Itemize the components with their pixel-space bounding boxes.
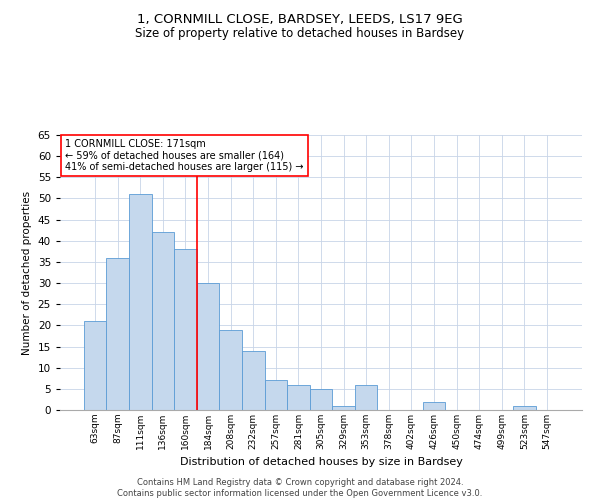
- Text: Size of property relative to detached houses in Bardsey: Size of property relative to detached ho…: [136, 28, 464, 40]
- Bar: [332, 406, 355, 410]
- Bar: [174, 249, 197, 410]
- Bar: [287, 384, 310, 410]
- Bar: [197, 283, 220, 410]
- Bar: [152, 232, 174, 410]
- Bar: [265, 380, 287, 410]
- Y-axis label: Number of detached properties: Number of detached properties: [22, 190, 32, 354]
- Bar: [310, 389, 332, 410]
- Bar: [220, 330, 242, 410]
- Bar: [84, 321, 106, 410]
- X-axis label: Distribution of detached houses by size in Bardsey: Distribution of detached houses by size …: [179, 458, 463, 468]
- Bar: [422, 402, 445, 410]
- Bar: [242, 351, 265, 410]
- Bar: [355, 384, 377, 410]
- Bar: [129, 194, 152, 410]
- Bar: [106, 258, 129, 410]
- Text: 1, CORNMILL CLOSE, BARDSEY, LEEDS, LS17 9EG: 1, CORNMILL CLOSE, BARDSEY, LEEDS, LS17 …: [137, 12, 463, 26]
- Bar: [513, 406, 536, 410]
- Text: Contains HM Land Registry data © Crown copyright and database right 2024.
Contai: Contains HM Land Registry data © Crown c…: [118, 478, 482, 498]
- Text: 1 CORNMILL CLOSE: 171sqm
← 59% of detached houses are smaller (164)
41% of semi-: 1 CORNMILL CLOSE: 171sqm ← 59% of detach…: [65, 139, 304, 172]
